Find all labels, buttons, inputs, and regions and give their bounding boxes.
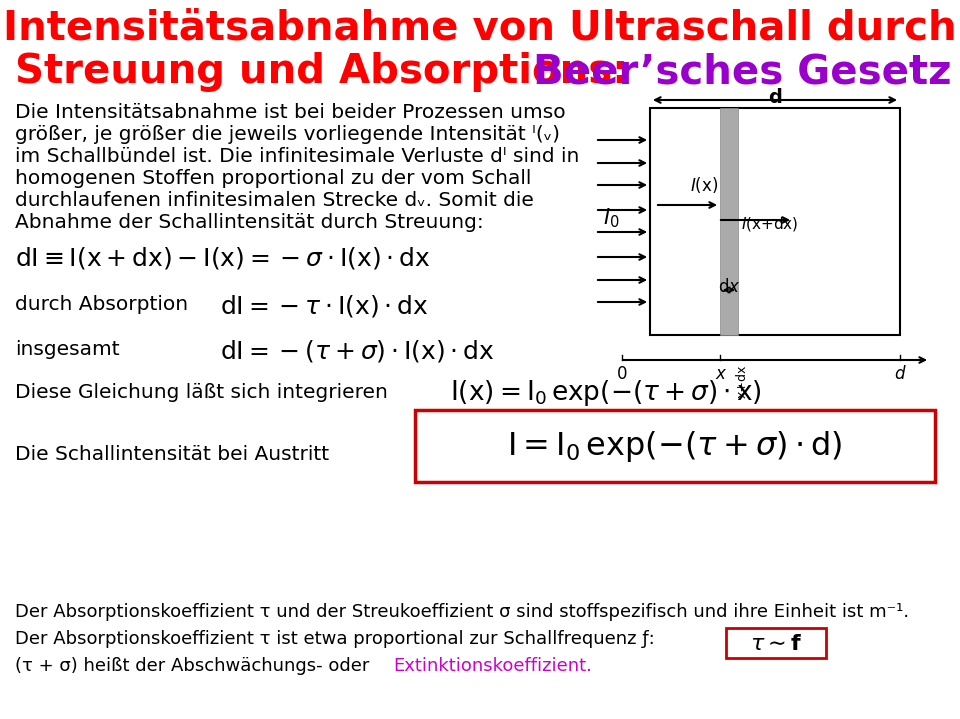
Bar	[726, 628, 826, 658]
Bar	[720, 108, 738, 335]
Text: $I_0$: $I_0$	[604, 206, 620, 230]
Text: $\mathrm{dI} = -(\tau + \sigma) \cdot \mathrm{I}(\mathrm{x}) \cdot \mathrm{dx}$: $\mathrm{dI} = -(\tau + \sigma) \cdot \m…	[220, 338, 494, 364]
Text: 0: 0	[616, 365, 627, 383]
Bar	[415, 410, 935, 482]
Text: im Schallbündel ist. Die infinitesimale Verluste dᴵ sind in: im Schallbündel ist. Die infinitesimale …	[15, 147, 580, 166]
Text: Diese Gleichung läßt sich integrieren: Diese Gleichung läßt sich integrieren	[15, 383, 388, 402]
Text: d$x$: d$x$	[718, 278, 740, 296]
Text: $I(\mathrm{x{+}dx})$: $I(\mathrm{x{+}dx})$	[741, 215, 799, 233]
Text: Beer’sches Gesetz: Beer’sches Gesetz	[533, 52, 951, 92]
Text: Der Absorptionskoeffizient τ ist etwa proportional zur Schallfrequenz ƒ:: Der Absorptionskoeffizient τ ist etwa pr…	[15, 630, 672, 648]
Text: homogenen Stoffen proportional zu der vom Schall: homogenen Stoffen proportional zu der vo…	[15, 169, 532, 188]
Text: insgesamt: insgesamt	[15, 340, 120, 359]
Text: größer, je größer die jeweils vorliegende Intensität ᴵ(ᵥ): größer, je größer die jeweils vorliegend…	[15, 125, 560, 144]
Text: $\mathrm{dI} \equiv \mathrm{I}(\mathrm{x+dx}) - \mathrm{I}(\mathrm{x}) = -\sigma: $\mathrm{dI} \equiv \mathrm{I}(\mathrm{x…	[15, 245, 430, 271]
Text: Intensitätsabnahme von Ultraschall durch: Intensitätsabnahme von Ultraschall durch	[3, 8, 957, 48]
Text: x: x	[715, 365, 725, 383]
Text: Der Absorptionskoeffizient τ und der Streukoeffizient σ sind stoffspezifisch und: Der Absorptionskoeffizient τ und der Str…	[15, 603, 909, 621]
Bar	[650, 108, 900, 335]
Text: $\mathrm{I} = \mathrm{I}_0\,\mathrm{exp}(-(\tau + \sigma) \cdot \mathrm{d})$: $\mathrm{I} = \mathrm{I}_0\,\mathrm{exp}…	[507, 429, 843, 464]
Text: $\mathrm{dI} = -\tau \cdot \mathrm{I}(\mathrm{x}) \cdot \mathrm{dx}$: $\mathrm{dI} = -\tau \cdot \mathrm{I}(\m…	[220, 293, 428, 319]
Text: (τ + σ) heißt der Abschwächungs- oder: (τ + σ) heißt der Abschwächungs- oder	[15, 657, 375, 675]
Text: $\tau \sim \mathbf{f}$: $\tau \sim \mathbf{f}$	[750, 634, 803, 654]
Text: Abnahme der Schallintensität durch Streuung:: Abnahme der Schallintensität durch Streu…	[15, 213, 484, 232]
Text: Extinktionskoeffizient.: Extinktionskoeffizient.	[393, 657, 592, 675]
Text: x+dx: x+dx	[735, 365, 749, 398]
Text: Streuung und Absorptions:: Streuung und Absorptions:	[15, 52, 642, 92]
Text: $I(\mathrm{x})$: $I(\mathrm{x})$	[689, 175, 718, 195]
Text: $d$: $d$	[894, 365, 906, 383]
Text: $\mathbf{d}$: $\mathbf{d}$	[768, 88, 782, 107]
Text: durchlaufenen infinitesimalen Strecke dᵥ. Somit die: durchlaufenen infinitesimalen Strecke dᵥ…	[15, 191, 534, 210]
Text: Die Intensitätsabnahme ist bei beider Prozessen umso: Die Intensitätsabnahme ist bei beider Pr…	[15, 103, 565, 122]
Text: $\mathrm{I}(\mathrm{x}) = \mathrm{I}_0\,\mathrm{exp}(-(\tau + \sigma) \cdot \mat: $\mathrm{I}(\mathrm{x}) = \mathrm{I}_0\,…	[450, 378, 762, 408]
Text: Die Schallintensität bei Austritt: Die Schallintensität bei Austritt	[15, 445, 329, 464]
Text: durch Absorption: durch Absorption	[15, 295, 188, 314]
